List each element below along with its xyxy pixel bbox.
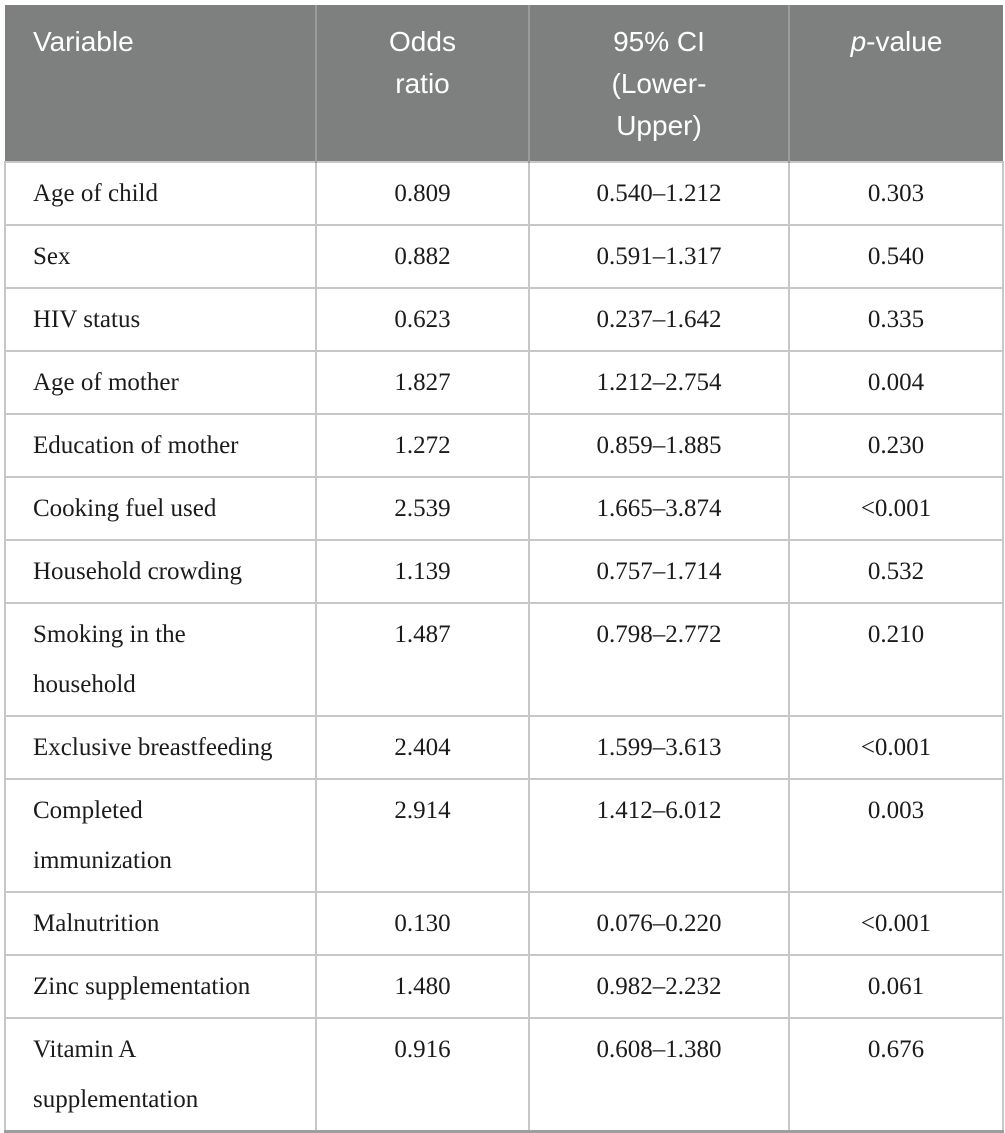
table-row: Cooking fuel used 2.539 1.665–3.874 <0.0…	[4, 476, 1004, 541]
variable-cell: Zinc supplementation	[4, 954, 317, 1019]
variable-cell: Education of mother	[4, 413, 317, 478]
odds-ratio-table-container: Variable Odds ratio 95% CI (Lower-Upper)…	[4, 5, 1004, 1133]
variable-cell: Malnutrition	[4, 891, 317, 956]
ci-cell: 0.608–1.380	[528, 1017, 790, 1133]
odds-ratio-cell: 0.809	[315, 161, 530, 226]
ci-cell: 0.982–2.232	[528, 954, 790, 1019]
p-value-cell: <0.001	[788, 715, 1004, 780]
p-value-cell: 0.676	[788, 1017, 1004, 1133]
variable-cell: Cooking fuel used	[4, 476, 317, 541]
odds-ratio-cell: 0.916	[315, 1017, 530, 1133]
table-row: Completed immunization 2.914 1.412–6.012…	[4, 778, 1004, 893]
ci-cell: 1.599–3.613	[528, 715, 790, 780]
table-row: Exclusive breastfeeding 2.404 1.599–3.61…	[4, 715, 1004, 780]
ci-cell: 1.212–2.754	[528, 350, 790, 415]
odds-ratio-cell: 2.539	[315, 476, 530, 541]
odds-ratio-cell: 1.272	[315, 413, 530, 478]
odds-ratio-cell: 1.480	[315, 954, 530, 1019]
odds-ratio-cell: 1.139	[315, 539, 530, 604]
table-row: HIV status 0.623 0.237–1.642 0.335	[4, 287, 1004, 352]
table-row: Sex 0.882 0.591–1.317 0.540	[4, 224, 1004, 289]
ci-cell: 0.859–1.885	[528, 413, 790, 478]
table-row: Zinc supplementation 1.480 0.982–2.232 0…	[4, 954, 1004, 1019]
variable-cell: HIV status	[4, 287, 317, 352]
ci-cell: 0.757–1.714	[528, 539, 790, 604]
p-value-cell: 0.532	[788, 539, 1004, 604]
variable-cell: Vitamin A supplementation	[4, 1017, 317, 1133]
table-row: Age of mother 1.827 1.212–2.754 0.004	[4, 350, 1004, 415]
p-value-cell: <0.001	[788, 476, 1004, 541]
variable-cell: Age of child	[4, 161, 317, 226]
variable-cell: Household crowding	[4, 539, 317, 604]
p-value-cell: <0.001	[788, 891, 1004, 956]
ci-cell: 0.540–1.212	[528, 161, 790, 226]
table-header: Variable Odds ratio 95% CI (Lower-Upper)…	[5, 5, 1003, 162]
p-value-rest: -value	[866, 26, 943, 57]
odds-ratio-cell: 0.882	[315, 224, 530, 289]
ci-cell: 0.237–1.642	[528, 287, 790, 352]
header-variable-label: Variable	[33, 26, 134, 57]
header-ci-label: 95% CI (Lower-Upper)	[611, 26, 707, 141]
p-value-cell: 0.210	[788, 602, 1004, 717]
header-p-value-label: p-value	[851, 26, 943, 57]
header-ci: 95% CI (Lower-Upper)	[528, 5, 789, 162]
header-odds-ratio-label: Odds ratio	[389, 26, 456, 99]
table-body: Age of child 0.809 0.540–1.212 0.303 Sex…	[4, 161, 1004, 1133]
odds-ratio-cell: 2.914	[315, 778, 530, 893]
odds-ratio-cell: 0.623	[315, 287, 530, 352]
header-variable: Variable	[5, 5, 316, 162]
odds-ratio-cell: 0.130	[315, 891, 530, 956]
variable-cell: Exclusive breastfeeding	[4, 715, 317, 780]
table-row: Household crowding 1.139 0.757–1.714 0.5…	[4, 539, 1004, 604]
p-value-cell: 0.004	[788, 350, 1004, 415]
header-odds-ratio: Odds ratio	[315, 5, 529, 162]
p-value-cell: 0.003	[788, 778, 1004, 893]
variable-cell: Completed immunization	[4, 778, 317, 893]
odds-ratio-cell: 2.404	[315, 715, 530, 780]
ci-cell: 1.665–3.874	[528, 476, 790, 541]
header-p-value: p-value	[788, 5, 1003, 162]
table-row: Education of mother 1.272 0.859–1.885 0.…	[4, 413, 1004, 478]
odds-ratio-cell: 1.827	[315, 350, 530, 415]
odds-ratio-table: Variable Odds ratio 95% CI (Lower-Upper)…	[4, 5, 1004, 1133]
variable-cell: Smoking in the household	[4, 602, 317, 717]
odds-ratio-cell: 1.487	[315, 602, 530, 717]
table-row: Vitamin A supplementation 0.916 0.608–1.…	[4, 1017, 1004, 1133]
table-row: Age of child 0.809 0.540–1.212 0.303	[4, 161, 1004, 226]
p-value-cell: 0.335	[788, 287, 1004, 352]
table-row: Malnutrition 0.130 0.076–0.220 <0.001	[4, 891, 1004, 956]
ci-cell: 1.412–6.012	[528, 778, 790, 893]
variable-cell: Sex	[4, 224, 317, 289]
variable-cell: Age of mother	[4, 350, 317, 415]
p-italic-letter: p	[850, 26, 867, 57]
ci-cell: 0.798–2.772	[528, 602, 790, 717]
p-value-cell: 0.303	[788, 161, 1004, 226]
p-value-cell: 0.061	[788, 954, 1004, 1019]
table-row: Smoking in the household 1.487 0.798–2.7…	[4, 602, 1004, 717]
header-row: Variable Odds ratio 95% CI (Lower-Upper)…	[5, 5, 1003, 162]
ci-cell: 0.591–1.317	[528, 224, 790, 289]
ci-cell: 0.076–0.220	[528, 891, 790, 956]
p-value-cell: 0.230	[788, 413, 1004, 478]
p-value-cell: 0.540	[788, 224, 1004, 289]
